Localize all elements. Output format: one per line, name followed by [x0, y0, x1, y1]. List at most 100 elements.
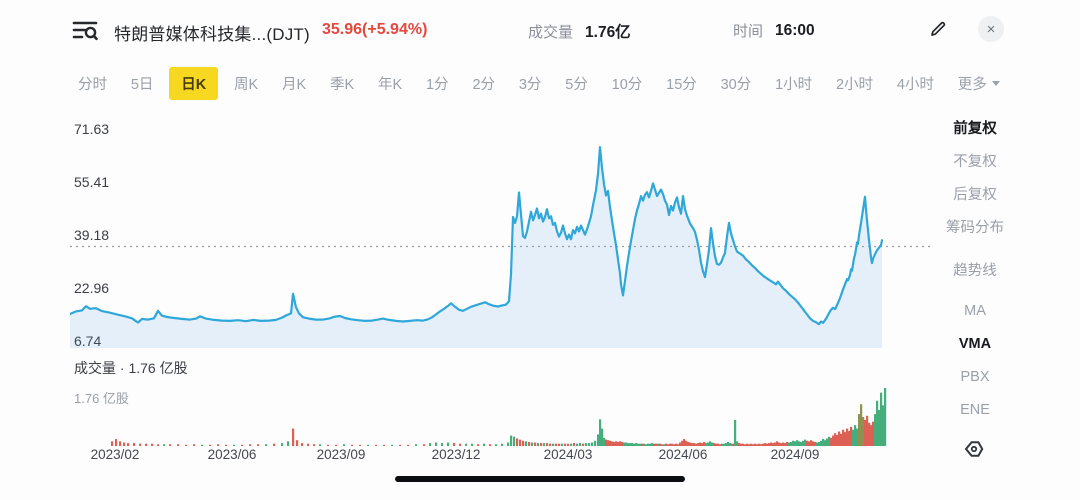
- tab-1小时[interactable]: 1小时: [775, 76, 813, 93]
- volume-bar: [792, 440, 795, 446]
- volume-bar: [814, 441, 817, 446]
- volume-bar: [225, 444, 228, 446]
- sidebar-item-后复权[interactable]: 后复权: [953, 187, 997, 203]
- chevron-down-icon: [991, 80, 1000, 86]
- volume-bar: [519, 439, 522, 446]
- time-value: 16:00: [775, 21, 815, 39]
- volume-bar: [864, 419, 867, 446]
- volume-bar: [579, 443, 582, 446]
- volume-bar: [752, 444, 755, 446]
- tab-2分[interactable]: 2分: [472, 76, 496, 93]
- volume-bar: [772, 443, 775, 446]
- volume-bar: [770, 442, 773, 446]
- sidebar-item-趋势线[interactable]: 趋势线: [953, 263, 997, 279]
- volume-bar: [615, 441, 618, 446]
- volume-bar: [736, 441, 739, 446]
- volume-bar: [695, 443, 698, 446]
- volume-bar: [621, 441, 624, 446]
- volume-bar: [838, 431, 841, 446]
- sidebar-item-PBX[interactable]: PBX: [960, 369, 990, 385]
- volume-bar: [681, 440, 684, 446]
- volume-bar: [675, 443, 678, 446]
- tab-季K[interactable]: 季K: [330, 76, 355, 93]
- tab-4小时[interactable]: 4小时: [896, 76, 934, 93]
- volume-bar: [631, 443, 634, 446]
- sidebar-item-前复权[interactable]: 前复权: [953, 121, 997, 137]
- volume-bar: [115, 439, 118, 446]
- volume-bar: [292, 428, 295, 446]
- volume-bar: [588, 443, 591, 446]
- y-axis-tick: 71.63: [74, 121, 110, 137]
- tab-5日[interactable]: 5日: [130, 76, 154, 93]
- tab-30分[interactable]: 30分: [720, 76, 752, 93]
- volume-bar: [800, 441, 803, 446]
- volume-bar: [742, 443, 745, 446]
- settings-gear-icon[interactable]: [962, 438, 986, 467]
- x-axis-tick: 2023/12: [431, 447, 481, 462]
- volume-bar: [778, 442, 781, 446]
- tab-3分[interactable]: 3分: [518, 76, 542, 93]
- volume-bar: [774, 442, 777, 446]
- volume-bar: [531, 442, 534, 446]
- price-line-chart[interactable]: [70, 118, 930, 354]
- volume-bar: [383, 444, 386, 446]
- volume-bar: [693, 443, 696, 446]
- tab-周K[interactable]: 周K: [234, 76, 259, 93]
- tab-月K[interactable]: 月K: [282, 76, 307, 93]
- y-axis-tick: 55.41: [74, 174, 110, 190]
- close-icon[interactable]: ×: [978, 16, 1004, 42]
- edit-pencil-icon[interactable]: [925, 16, 951, 42]
- sidebar-item-不复权[interactable]: 不复权: [953, 154, 997, 170]
- x-axis-tick: 2024/09: [770, 447, 820, 462]
- tab-年K[interactable]: 年K: [378, 76, 403, 93]
- volume-bar: [576, 443, 579, 446]
- volume-bar: [667, 444, 670, 446]
- home-indicator[interactable]: [395, 476, 685, 482]
- volume-bar: [723, 443, 726, 446]
- volume-bar: [786, 441, 789, 446]
- volume-bar: [163, 444, 166, 446]
- sidebar-item-VMA[interactable]: VMA: [958, 336, 992, 352]
- volume-bar: [465, 443, 468, 446]
- volume-bar: [169, 444, 172, 446]
- volume-bar: [731, 443, 734, 446]
- volume-bar: [185, 444, 188, 446]
- volume-bar: [746, 443, 749, 446]
- tab-分时[interactable]: 分时: [78, 76, 107, 93]
- tab-日K[interactable]: 日K: [169, 66, 219, 100]
- volume-bar: [201, 444, 204, 446]
- volume-bar: [501, 443, 504, 446]
- volume-bar: [713, 443, 716, 446]
- tab-5分[interactable]: 5分: [565, 76, 588, 93]
- volume-bar: [790, 441, 793, 446]
- volume-bar: [679, 442, 682, 446]
- volume-bar: [567, 443, 570, 446]
- volume-bar: [661, 444, 664, 446]
- volume-bar: [335, 444, 338, 446]
- volume-bar: [758, 443, 761, 446]
- tab-1分[interactable]: 1分: [426, 76, 449, 93]
- volume-bar: [407, 444, 410, 446]
- tab-更多[interactable]: 更多: [950, 67, 1008, 100]
- volume-bar: [659, 443, 662, 446]
- volume-bar: [840, 433, 843, 446]
- sidebar-item-MA[interactable]: MA: [964, 303, 986, 319]
- watchlist-search-icon[interactable]: [72, 18, 98, 47]
- volume-bar: [701, 443, 704, 446]
- volume-bar: [296, 440, 299, 446]
- volume-bar: [858, 414, 861, 446]
- tab-2小时[interactable]: 2小时: [835, 76, 874, 93]
- volume-bar-chart[interactable]: [70, 386, 930, 448]
- volume-bar: [683, 439, 686, 446]
- sidebar-item-ENE[interactable]: ENE: [960, 402, 990, 418]
- x-axis-tick: 2023/06: [207, 447, 257, 462]
- tab-15分[interactable]: 15分: [666, 76, 697, 93]
- volume-bar: [447, 442, 450, 446]
- volume-bar: [808, 441, 811, 446]
- tab-10分[interactable]: 10分: [611, 76, 643, 93]
- volume-bar: [866, 415, 869, 446]
- volume-bar: [697, 443, 700, 446]
- sidebar-item-筹码分布[interactable]: 筹码分布: [946, 220, 1004, 236]
- volume-bar: [647, 443, 650, 446]
- volume-bar: [846, 428, 849, 446]
